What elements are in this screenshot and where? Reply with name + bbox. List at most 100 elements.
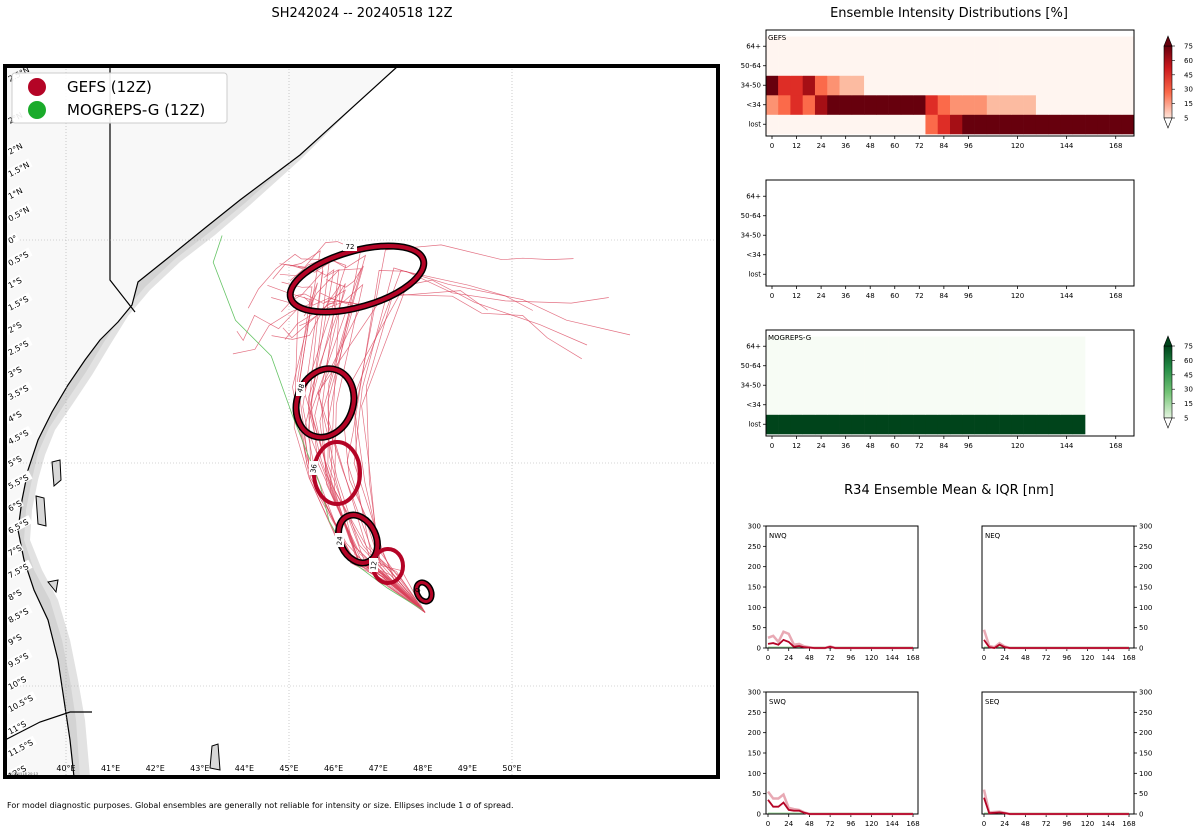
- heatmap-cell: [766, 375, 779, 396]
- heatmap-cell: [851, 355, 865, 376]
- r34-x-tick: 168: [1122, 654, 1135, 662]
- heatmap-cell: [778, 375, 791, 396]
- colorbar-tick: 60: [1184, 57, 1193, 65]
- heatmap-cell: [802, 394, 816, 415]
- heatmap-cell: [814, 94, 828, 115]
- heatmap-cell: [999, 55, 1012, 76]
- panel-label-mogreps: MOGREPS-G: [768, 334, 811, 342]
- intensity-x-label: 120: [1011, 142, 1024, 150]
- island-pemba: [35, 495, 47, 527]
- main-title: SH242024 -- 20240518 12Z: [271, 6, 452, 21]
- intensity-x-label: 24: [817, 292, 826, 300]
- ellipse-hour-0: [413, 579, 435, 605]
- heatmap-cell: [1121, 114, 1135, 135]
- heatmap-cell: [1072, 114, 1086, 135]
- r34-x-tick: 144: [886, 654, 900, 662]
- colorbar-tick: 30: [1184, 86, 1193, 94]
- heatmap-cell: [986, 394, 1000, 415]
- heatmap-cell: [1060, 75, 1074, 96]
- intensity-y-label: 34-50: [741, 82, 761, 90]
- intensity-x-label: 144: [1060, 292, 1074, 300]
- heatmap-cell: [814, 55, 828, 76]
- heatmap-cell: [1011, 75, 1024, 96]
- r34-y-tick: 50: [1139, 790, 1148, 798]
- heatmap-cell: [937, 414, 951, 435]
- heatmap-cell: [839, 36, 853, 57]
- heatmap-cell: [1109, 55, 1123, 76]
- r34-x-tick: 144: [886, 820, 900, 828]
- heatmap-cell: [1035, 355, 1049, 376]
- heatmap-cell: [1011, 55, 1024, 76]
- heatmap-cell: [876, 75, 889, 96]
- r34-mean-line: [983, 797, 1129, 815]
- heatmap-cell: [851, 414, 865, 435]
- heatmap-cell: [814, 36, 828, 57]
- intensity-x-label: 36: [841, 442, 850, 450]
- heatmap-cell: [986, 414, 1000, 435]
- r34-x-tick: 168: [906, 820, 919, 828]
- heatmap-cell: [778, 336, 791, 357]
- heatmap-cell: [814, 394, 828, 415]
- heatmap-cell: [974, 36, 988, 57]
- heatmap-cell: [1048, 36, 1061, 57]
- heatmap-cell: [974, 94, 988, 115]
- heatmap-cell: [827, 336, 840, 357]
- island-mafia: [47, 579, 59, 594]
- intensity-x-label: 144: [1060, 142, 1074, 150]
- heatmap-cell: [999, 355, 1012, 376]
- heatmap-cell: [925, 336, 939, 357]
- coastline: [17, 66, 399, 777]
- intensity-x-label: 72: [915, 142, 924, 150]
- heatmap-cell: [851, 94, 865, 115]
- intensity-x-label: 84: [939, 442, 948, 450]
- r34-y-tick: 250: [1139, 709, 1152, 717]
- r34-y-tick: 150: [748, 584, 761, 592]
- heatmap-cell: [839, 414, 853, 435]
- r34-y-tick: 200: [1139, 729, 1152, 737]
- lon-label: 47°E: [369, 764, 388, 773]
- ellipse-label-24: 24: [336, 536, 345, 546]
- heatmap-cell: [814, 75, 828, 96]
- intensity-x-label: 84: [939, 142, 948, 150]
- island-comoros: [209, 743, 221, 771]
- heatmap-cell: [802, 375, 816, 396]
- heatmap-cell: [1072, 336, 1086, 357]
- heatmap-cell: [827, 36, 840, 57]
- heatmap-cell: [790, 414, 803, 435]
- r34-x-tick: 96: [846, 654, 855, 662]
- heatmap-cell: [986, 75, 1000, 96]
- r34-x-tick: 72: [1042, 654, 1051, 662]
- heatmap-cell: [1060, 394, 1074, 415]
- heatmap-cell: [999, 94, 1012, 115]
- heatmap-cell: [1060, 414, 1074, 435]
- intensity-x-label: 96: [964, 442, 973, 450]
- colorbar-tick: 30: [1184, 386, 1193, 394]
- heatmap-cell: [1023, 394, 1037, 415]
- heatmap-cell: [1072, 36, 1086, 57]
- heatmap-cell: [962, 394, 975, 415]
- heatmap-cell: [778, 36, 791, 57]
- heatmap-cell: [888, 36, 902, 57]
- heatmap-cell: [802, 355, 816, 376]
- intensity-y-label: lost: [748, 421, 761, 429]
- heatmap-cell: [1060, 36, 1074, 57]
- heatmap-cell: [790, 114, 803, 135]
- intensity-x-label: 168: [1109, 442, 1122, 450]
- intensity-x-label: 72: [915, 292, 924, 300]
- heatmap-cell: [1097, 94, 1110, 115]
- heatmap-cell: [950, 94, 963, 115]
- intensity-y-label: 50-64: [741, 62, 762, 70]
- r34-panel-neq: NEQ 300 250 200 150 100 50 0 0 24 48 72 96 120 144 168: [981, 523, 1152, 662]
- intensity-x-label: 24: [817, 142, 826, 150]
- intensity-x-label: 0: [770, 442, 774, 450]
- heatmap-cell: [839, 336, 853, 357]
- heatmap-cell: [1072, 94, 1086, 115]
- heatmap-cell: [986, 336, 1000, 357]
- heatmap-cell: [1109, 75, 1123, 96]
- r34-quadrant-label: SWQ: [769, 698, 786, 706]
- r34-y-tick: 250: [748, 709, 761, 717]
- r34-x-tick: 0: [766, 820, 770, 828]
- heatmap-cell: [864, 36, 877, 57]
- intensity-x-label: 60: [890, 292, 899, 300]
- heatmap-cell: [766, 336, 779, 357]
